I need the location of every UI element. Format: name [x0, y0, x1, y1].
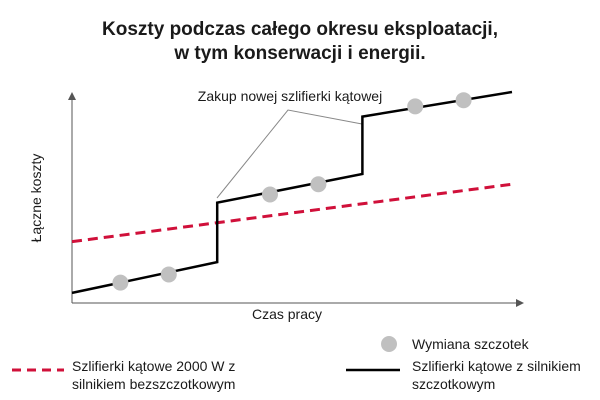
legend-markers-label: Wymiana szczotek — [412, 336, 529, 352]
brush-replacement-marker — [112, 274, 129, 291]
title-line-2: w tym konserwacji i energii. — [174, 43, 426, 64]
axes — [68, 92, 524, 307]
title-line-1: Koszty podczas całego okresu eksploatacj… — [102, 19, 498, 40]
brush-replacement-marker — [455, 92, 472, 109]
brush-replacement-marker — [310, 176, 327, 193]
marker-layer — [112, 92, 472, 291]
annotation-callout — [216, 109, 363, 199]
series-layer — [71, 90, 513, 295]
legend-marker-swatch — [381, 336, 397, 352]
legend-graphics — [12, 336, 400, 372]
legend-brushless-label: Szlifierki kątowe 2000 W z silnikiem bez… — [72, 358, 236, 392]
brush-replacement-marker — [407, 98, 424, 115]
series-line-brushless — [71, 182, 513, 244]
legend-brushed-label: Szlifierki kątowe z silnikiem szczotkowy… — [412, 358, 581, 392]
chart-title: Koszty podczas całego okresu eksploatacj… — [0, 18, 600, 66]
series-line-brushed — [71, 90, 513, 295]
x-axis-label: Czas pracy — [251, 306, 323, 322]
brush-replacement-marker — [160, 266, 177, 283]
annotation-callout-line — [216, 109, 363, 199]
annotation-label: Zakup nowej szlifierki kątowej — [197, 88, 383, 104]
brush-replacement-marker — [262, 186, 278, 203]
y-axis-label: Łączne koszty — [28, 153, 44, 243]
